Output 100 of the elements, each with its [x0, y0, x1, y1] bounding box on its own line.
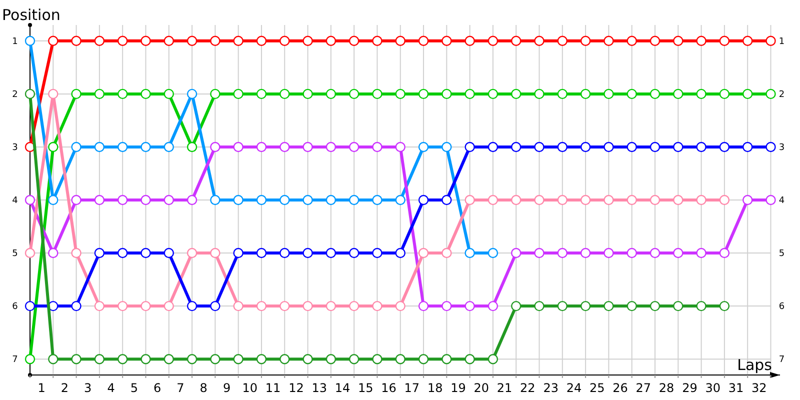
point: [302, 88, 313, 100]
point: [604, 88, 614, 100]
point: [326, 142, 336, 152]
point: [372, 354, 382, 364]
point: [557, 142, 568, 152]
point: [117, 88, 128, 100]
y-tick-label: 6: [12, 302, 18, 312]
y-tick-label: 5: [12, 249, 18, 260]
point: [372, 88, 382, 100]
point: [626, 142, 637, 152]
point: [280, 142, 290, 152]
point: [742, 88, 753, 100]
point: [604, 248, 614, 258]
point: [71, 88, 82, 100]
point: [395, 354, 406, 364]
point: [511, 36, 522, 46]
point: [442, 142, 452, 152]
point: [280, 300, 290, 312]
point: [580, 300, 591, 312]
point: [488, 194, 498, 206]
x-tick-label: 23: [543, 381, 558, 395]
point: [233, 142, 244, 152]
point: [673, 194, 684, 206]
y-tick-label: 2: [12, 90, 18, 100]
point: [442, 248, 452, 258]
point: [140, 36, 151, 46]
point: [511, 194, 522, 206]
point: [256, 142, 267, 152]
point: [280, 194, 290, 206]
point: [117, 354, 128, 364]
point: [140, 300, 151, 312]
y2-tick-label: 5: [778, 249, 785, 260]
point: [488, 88, 498, 100]
x-tick-label: 7: [176, 381, 184, 395]
point: [256, 354, 267, 364]
point: [280, 248, 290, 258]
point: [186, 142, 198, 152]
point: [71, 194, 82, 206]
point: [604, 36, 614, 46]
point: [140, 354, 151, 364]
x-tick-label: 14: [334, 381, 350, 395]
point: [210, 36, 220, 46]
y2-tick-label: 3: [778, 142, 785, 153]
point: [24, 36, 36, 46]
point: [326, 194, 336, 206]
point: [464, 88, 475, 100]
point: [24, 248, 36, 258]
x-axis-title: Laps: [737, 356, 772, 374]
point: [186, 88, 198, 100]
point: [94, 248, 105, 258]
point: [557, 248, 568, 258]
point: [24, 300, 36, 312]
point: [302, 36, 313, 46]
x-tick-label: 27: [636, 381, 652, 395]
point: [488, 36, 498, 46]
point: [650, 300, 660, 312]
point: [442, 88, 452, 100]
point: [534, 194, 544, 206]
point: [511, 248, 522, 258]
x-tick-label: 3: [84, 381, 92, 395]
point: [696, 142, 706, 152]
point: [372, 36, 382, 46]
point: [766, 142, 776, 152]
point: [117, 300, 128, 312]
point: [418, 248, 429, 258]
point: [94, 142, 105, 152]
point: [442, 194, 452, 206]
point: [464, 194, 475, 206]
x-tick-label: 32: [752, 381, 767, 395]
point: [766, 36, 776, 46]
point: [650, 88, 660, 100]
point: [580, 88, 591, 100]
point: [164, 88, 174, 100]
point: [140, 194, 151, 206]
x-tick-label: 19: [450, 381, 466, 395]
point: [673, 36, 684, 46]
point: [186, 194, 198, 206]
point: [395, 248, 406, 258]
point: [464, 142, 475, 152]
point: [140, 88, 151, 100]
x-tick-label: 8: [200, 381, 208, 395]
point: [94, 88, 105, 100]
y2-tick-label: 1: [778, 36, 785, 47]
point: [348, 88, 360, 100]
point: [210, 88, 220, 100]
point: [557, 36, 568, 46]
point: [256, 36, 267, 46]
point: [71, 36, 82, 46]
point: [395, 194, 406, 206]
x-tick-label: 20: [474, 381, 490, 395]
point: [94, 354, 105, 364]
point: [348, 248, 360, 258]
y2-tick-label: 4: [778, 196, 785, 206]
point: [164, 142, 174, 152]
point: [696, 36, 706, 46]
point: [742, 194, 753, 206]
point: [395, 88, 406, 100]
point: [302, 248, 313, 258]
point: [742, 36, 753, 46]
point: [117, 248, 128, 258]
